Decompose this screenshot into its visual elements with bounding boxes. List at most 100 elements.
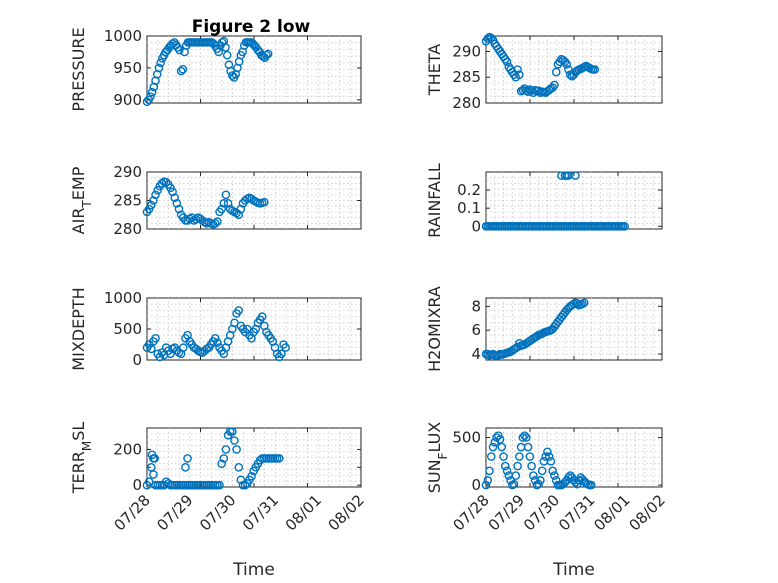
data-point (217, 459, 226, 469)
y-axis-label: THETA (425, 44, 444, 96)
subplot-6: 4 6 8 H2OMIXRA (425, 286, 663, 372)
x-tick-label: 07/31 (555, 491, 598, 534)
data-point (590, 65, 600, 74)
y-axis-label: PRESSURE (69, 27, 88, 111)
data-point (210, 333, 220, 343)
data-point (247, 471, 256, 481)
data-point (486, 452, 496, 461)
data-point (499, 452, 508, 461)
data-point (149, 196, 158, 205)
data-point (277, 349, 286, 359)
y-tick-label: 290 (113, 163, 142, 181)
data-point (551, 67, 561, 77)
x-tick-label: 07/31 (239, 491, 282, 534)
y-tick-label: 0 (471, 476, 481, 494)
data-point (488, 442, 498, 452)
x-tick-label: 07/28 (450, 491, 493, 534)
data-point (178, 343, 188, 352)
data-point (578, 299, 587, 309)
data-point (518, 433, 528, 442)
data-point (221, 43, 230, 52)
y-tick-label: 0.1 (457, 199, 481, 217)
data-point (146, 92, 155, 101)
data-point (495, 435, 505, 444)
data-point (257, 312, 267, 321)
data-point (550, 471, 559, 480)
data-point (183, 454, 192, 463)
data-series (481, 431, 596, 490)
data-point (181, 463, 190, 472)
x-tick-label: 08/02 (626, 491, 669, 534)
data-series (142, 36, 273, 107)
subplot-7: 0 200 07/28 07/29 07/30 07/31 08/01 08/02 Time TE… (69, 422, 368, 580)
data-point (263, 49, 273, 59)
data-point (497, 442, 507, 452)
x-axis-label: Time (232, 560, 275, 580)
data-point (260, 197, 269, 207)
data-point (155, 352, 165, 362)
y-tick-label: 950 (113, 59, 142, 77)
data-point (219, 454, 229, 463)
data-point (544, 452, 554, 461)
data-point (210, 218, 220, 228)
figure-title: Figure 2 low (192, 17, 311, 37)
data-point (502, 466, 512, 476)
y-tick-label: 500 (452, 429, 481, 447)
data-point (281, 343, 290, 352)
y-tick-label: 0 (471, 217, 481, 235)
data-point (221, 445, 231, 454)
data-point (527, 461, 536, 471)
data-point (511, 471, 521, 480)
data-point (156, 58, 165, 68)
y-axis-label: RAINFALL (425, 163, 444, 238)
y-axis-label: SUNFLUX (425, 422, 450, 494)
data-point (485, 466, 494, 476)
subplot-1: 900 950 1000 PRESSURE (69, 27, 362, 112)
data-point (525, 452, 535, 461)
y-axis-label: TERRMSL (69, 422, 94, 495)
data-point (550, 80, 559, 90)
data-point (151, 333, 160, 343)
y-tick-label: 0.2 (457, 181, 481, 199)
data-point (529, 471, 538, 480)
subplot-grid: 900 950 1000 PRESSURE 280 285 290 THETA 280 285 29… (69, 27, 669, 580)
data-point (221, 190, 231, 200)
data-point (234, 306, 244, 315)
y-tick-label: 285 (452, 68, 481, 86)
data-point (219, 199, 229, 208)
x-axis-label: Time (552, 560, 595, 580)
x-tick-label: 07/29 (153, 491, 196, 534)
y-tick-label: 280 (113, 220, 142, 238)
y-tick-label: 6 (471, 321, 481, 339)
x-tick-label: 07/29 (485, 491, 528, 534)
data-point (144, 477, 154, 486)
data-point (215, 480, 224, 490)
data-point (146, 200, 156, 210)
data-point (178, 64, 188, 74)
y-tick-label: 0 (132, 476, 142, 494)
data-point (183, 216, 192, 225)
data-point (536, 476, 545, 485)
y-tick-label: 500 (113, 320, 142, 338)
data-point (274, 454, 284, 463)
data-point (571, 171, 580, 180)
data-point (172, 199, 182, 208)
y-axis-label: MIXDEPTH (69, 287, 88, 370)
data-point (146, 344, 156, 354)
data-point (168, 187, 177, 197)
data-point (502, 57, 512, 67)
grid-lines (486, 298, 662, 360)
data-point (620, 221, 629, 231)
y-axis-label: H2OMIXRA (425, 286, 444, 372)
data-point (149, 470, 158, 479)
data-point (483, 34, 493, 43)
data-point (150, 454, 159, 463)
data-point (515, 70, 524, 79)
subplot-3: 280 285 290 AIRTEMP (69, 163, 362, 238)
x-tick-label: 08/01 (590, 491, 633, 534)
data-point (161, 177, 171, 187)
subplot-5: 0 500 1000 MIXDEPTH (69, 287, 362, 371)
subplot-2: 280 285 290 THETA (425, 32, 663, 112)
x-tick-label: 07/30 (196, 491, 239, 534)
